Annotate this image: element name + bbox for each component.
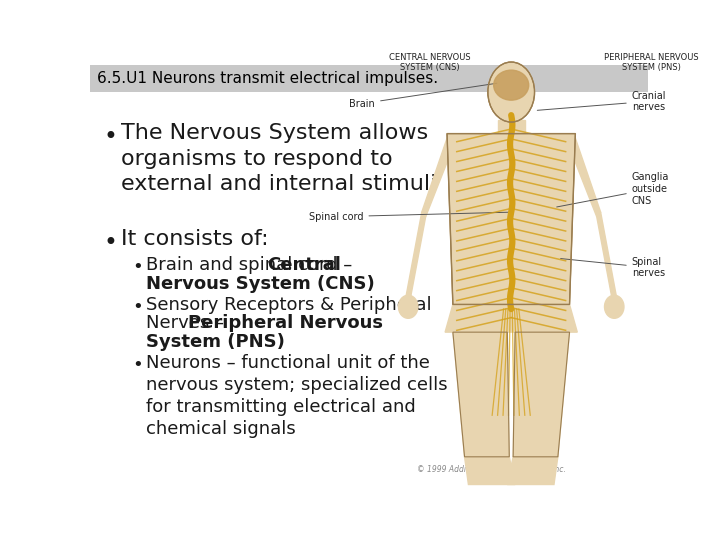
Text: PERIPHERAL NERVOUS
SYSTEM (PNS): PERIPHERAL NERVOUS SYSTEM (PNS) [604,53,698,72]
Text: Nervous System (CNS): Nervous System (CNS) [145,275,374,293]
Text: Cranial
nerves: Cranial nerves [537,91,666,112]
Text: •: • [104,125,118,149]
Ellipse shape [494,70,528,100]
Text: Brain and spinal cord –: Brain and spinal cord – [145,256,358,274]
Text: •: • [104,231,118,255]
Text: System (PNS): System (PNS) [145,333,284,350]
Ellipse shape [488,62,534,122]
Polygon shape [498,120,525,143]
Text: The Nervous System allows
organisms to respond to
external and internal stimuli: The Nervous System allows organisms to r… [121,123,436,194]
Polygon shape [422,138,453,217]
Text: •: • [132,258,143,276]
Text: Brain: Brain [349,83,497,109]
Polygon shape [570,138,600,217]
Ellipse shape [398,295,418,318]
Text: Spinal cord: Spinal cord [309,212,510,222]
Text: CENTRAL NERVOUS
SYSTEM (CNS): CENTRAL NERVOUS SYSTEM (CNS) [389,53,470,72]
Text: 6.5.U1 Neurons transmit electrical impulses.: 6.5.U1 Neurons transmit electrical impul… [96,71,438,86]
Polygon shape [513,332,570,457]
Polygon shape [453,332,509,457]
Text: Sensory Receptors & Peripheral: Sensory Receptors & Peripheral [145,295,431,314]
Text: Central: Central [267,256,341,274]
Text: Ganglia
outside
CNS: Ganglia outside CNS [557,172,669,207]
Text: •: • [132,298,143,316]
Polygon shape [597,212,616,300]
Text: Nerves –: Nerves – [145,314,230,332]
Polygon shape [445,305,577,332]
FancyBboxPatch shape [90,65,648,92]
Text: Neurons – functional unit of the
nervous system; specialized cells
for transmitt: Neurons – functional unit of the nervous… [145,354,447,438]
Text: Peripheral Nervous: Peripheral Nervous [188,314,382,332]
Text: Spinal
nerves: Spinal nerves [561,256,665,278]
Polygon shape [508,457,558,484]
Text: •: • [132,356,143,374]
Text: It consists of:: It consists of: [121,229,269,249]
Text: © 1999 Addison Wesley Longman, Inc.: © 1999 Addison Wesley Longman, Inc. [418,465,566,474]
Polygon shape [464,457,515,484]
Ellipse shape [605,295,624,318]
Polygon shape [406,212,426,300]
Polygon shape [447,133,575,305]
